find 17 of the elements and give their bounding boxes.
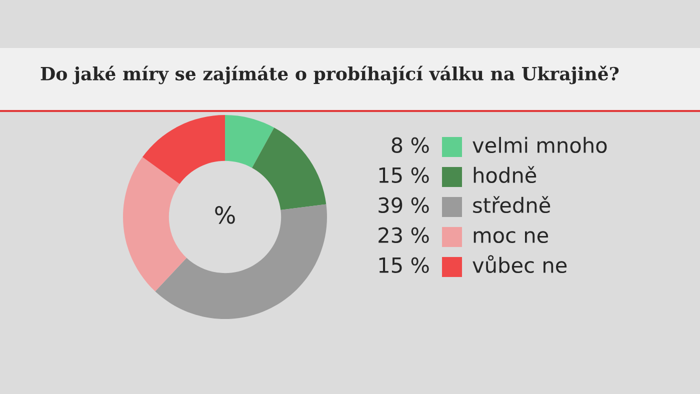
- data-label: 23 %: [378, 227, 429, 244]
- donut-slice: [252, 128, 326, 210]
- legend-label: hodně: [474, 166, 536, 184]
- donut-slice: [123, 157, 187, 292]
- donut-slice: [155, 204, 327, 319]
- data-label: 39 %: [378, 197, 429, 214]
- donut-slice: [142, 115, 225, 184]
- data-label: 15 %: [379, 167, 429, 184]
- donut-slice: [225, 115, 274, 168]
- chart-title: Do jaké míry se zajímáte o probíhající válku na Ukrajině?: [40, 66, 619, 84]
- legend-label: velmi mnoho: [472, 136, 607, 154]
- data-label: 15 %: [379, 257, 429, 274]
- legend-label: středně: [473, 196, 550, 214]
- data-label: 8 %: [392, 137, 429, 154]
- legend-label: vůbec ne: [472, 255, 567, 274]
- legend-label: moc ne: [474, 231, 548, 244]
- text: %: [215, 206, 235, 224]
